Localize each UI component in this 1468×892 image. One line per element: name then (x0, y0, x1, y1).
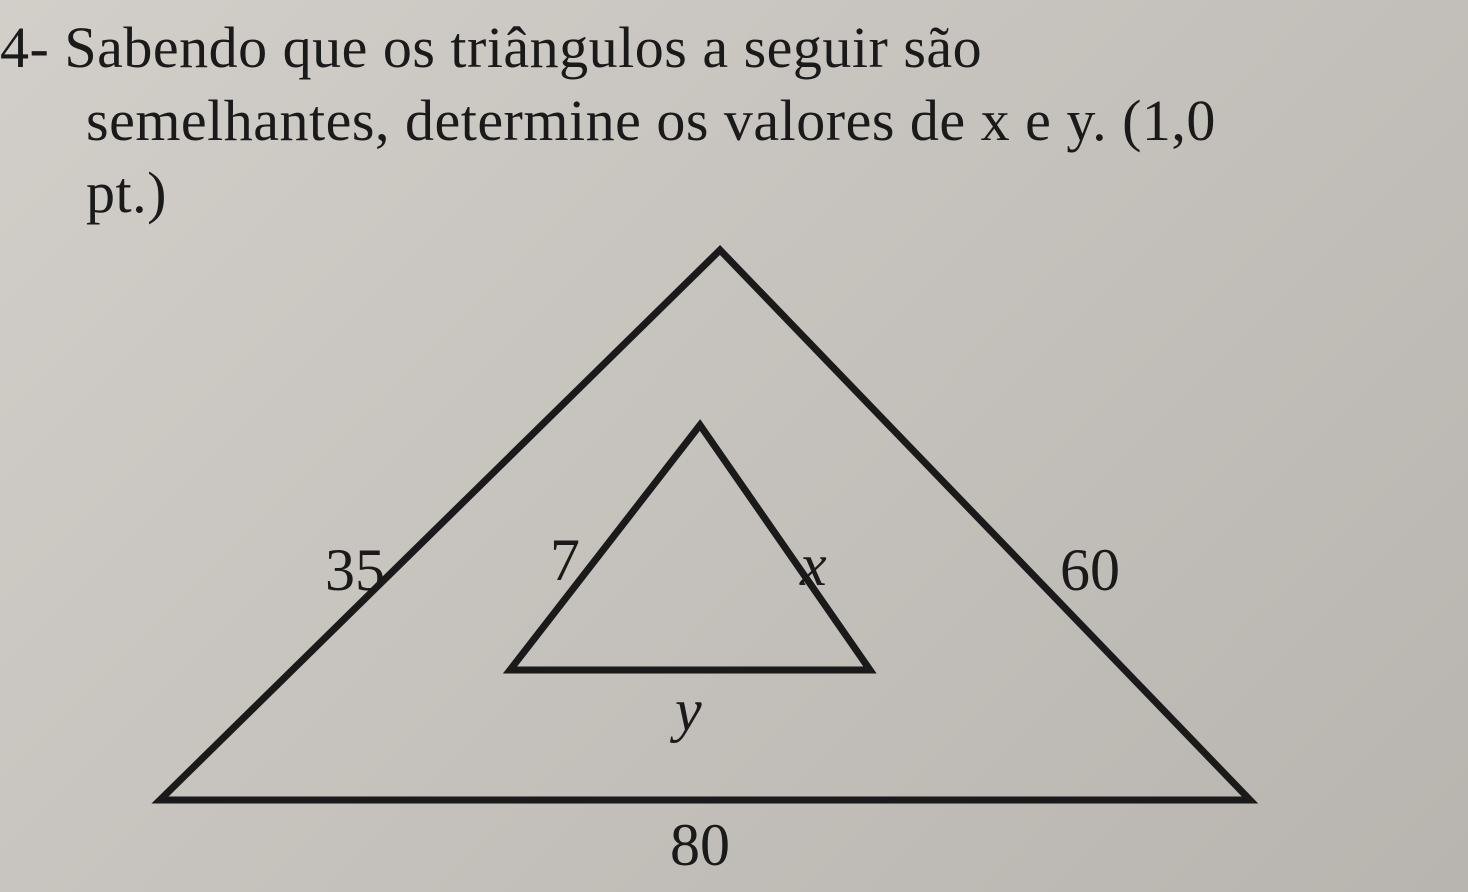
outer-bottom-label: 80 (670, 812, 730, 870)
outer-left-label: 35 (325, 537, 385, 603)
outer-triangle (160, 250, 1250, 800)
question-text: 4- Sabendo que os triângulos a seguir sã… (0, 12, 1440, 230)
question-number: 4- (0, 15, 49, 80)
question-text-1: Sabendo que os triângulos a seguir são (64, 15, 982, 80)
question-line-1: 4- Sabendo que os triângulos a seguir sã… (0, 12, 1440, 85)
outer-right-label: 60 (1060, 537, 1120, 603)
question-line-3: pt.) (0, 157, 1440, 230)
inner-left-label: 7 (550, 527, 580, 593)
inner-right-label: x (799, 532, 827, 598)
page: 4- Sabendo que os triângulos a seguir sã… (0, 0, 1468, 892)
inner-bottom-label: y (669, 677, 702, 743)
question-line-2: semelhantes, determine os valores de x e… (0, 85, 1440, 158)
triangles-figure: 35 60 80 7 x y (80, 230, 1330, 870)
